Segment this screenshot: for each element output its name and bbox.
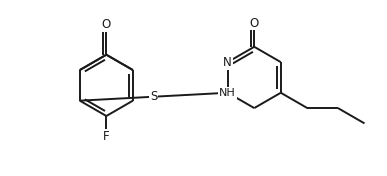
Text: O: O <box>102 18 111 31</box>
Text: O: O <box>250 17 259 30</box>
Text: N: N <box>223 56 232 69</box>
Text: S: S <box>150 90 158 103</box>
Text: F: F <box>103 130 110 143</box>
Text: NH: NH <box>219 88 236 98</box>
